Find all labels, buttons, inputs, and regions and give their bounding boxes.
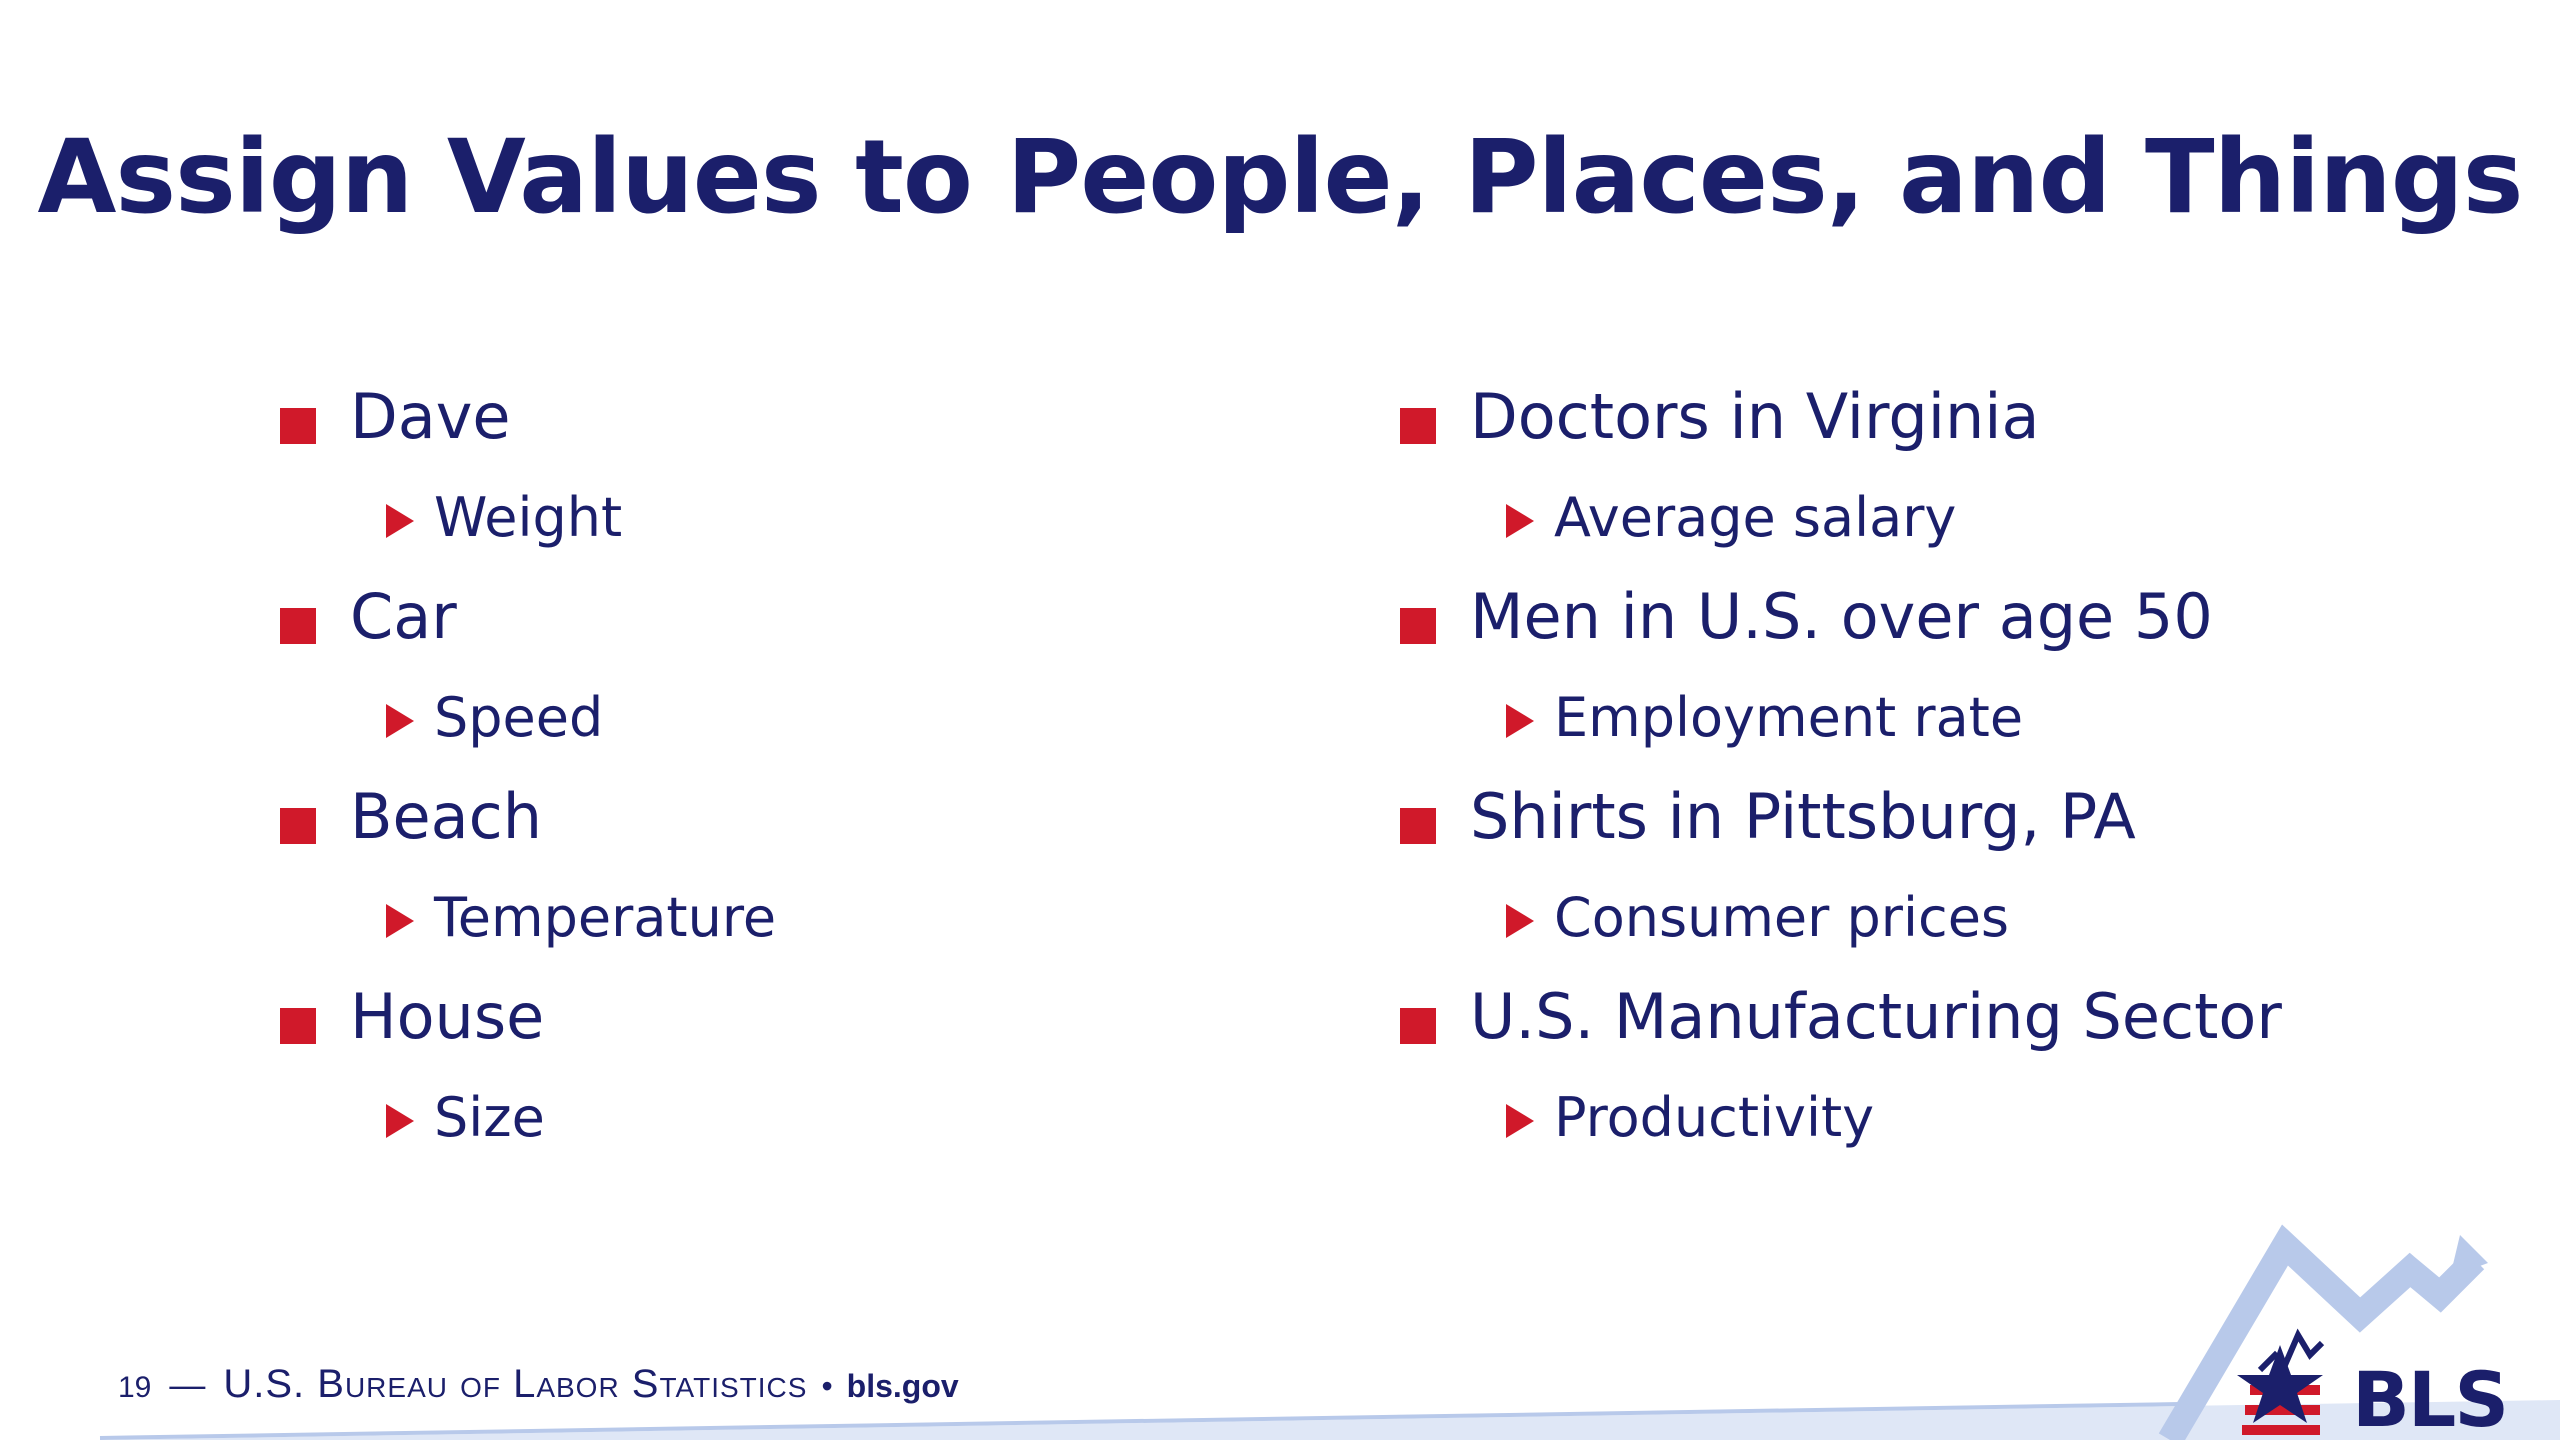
triangle-bullet-icon [386,904,414,938]
item-label: Shirts in Pittsburg, PA [1470,780,2136,853]
item-label: House [350,980,545,1053]
bls-logo-icon [2158,1224,2488,1440]
sub-item-label: Size [434,1086,545,1149]
item-label: Doctors in Virginia [1470,380,2040,453]
bls-logo-text: BLS [2352,1355,2509,1440]
triangle-bullet-icon [386,1104,414,1138]
square-bullet-icon [280,808,316,844]
square-bullet-icon [1400,808,1436,844]
triangle-bullet-icon [1506,1104,1534,1138]
website-link[interactable]: bls.gov [846,1368,959,1404]
footer-dash: — [169,1364,206,1405]
triangle-bullet-icon [1506,904,1534,938]
sub-item-label: Speed [434,686,604,749]
sub-item-label: Consumer prices [1554,886,2010,949]
square-bullet-icon [280,408,316,444]
square-bullet-icon [1400,1008,1436,1044]
square-bullet-icon [280,608,316,644]
sub-item-label: Weight [434,486,623,549]
sub-item-label: Temperature [434,886,777,949]
square-bullet-icon [280,1008,316,1044]
sub-item-label: Employment rate [1554,686,2024,749]
triangle-bullet-icon [386,704,414,738]
square-bullet-icon [1400,608,1436,644]
item-label: U.S. Manufacturing Sector [1470,980,2282,1053]
page-number: 19 [118,1371,152,1404]
slide-footer: 19 — U.S. Bureau of Labor Statistics • b… [118,1362,959,1407]
footer-divider-line [99,1400,2560,1440]
triangle-bullet-icon [1506,704,1534,738]
triangle-bullet-icon [1506,504,1534,538]
sub-item-label: Productivity [1554,1086,1875,1149]
sub-item-label: Average salary [1554,486,1957,549]
square-bullet-icon [1400,408,1436,444]
item-label: Beach [350,780,543,853]
item-label: Car [350,580,457,653]
triangle-bullet-icon [386,504,414,538]
slide-title: Assign Values to People, Places, and Thi… [37,118,2523,237]
organization-name: U.S. Bureau of Labor Statistics [223,1362,808,1406]
item-label: Dave [350,380,511,453]
footer-separator: • [821,1368,833,1404]
item-label: Men in U.S. over age 50 [1470,580,2213,653]
